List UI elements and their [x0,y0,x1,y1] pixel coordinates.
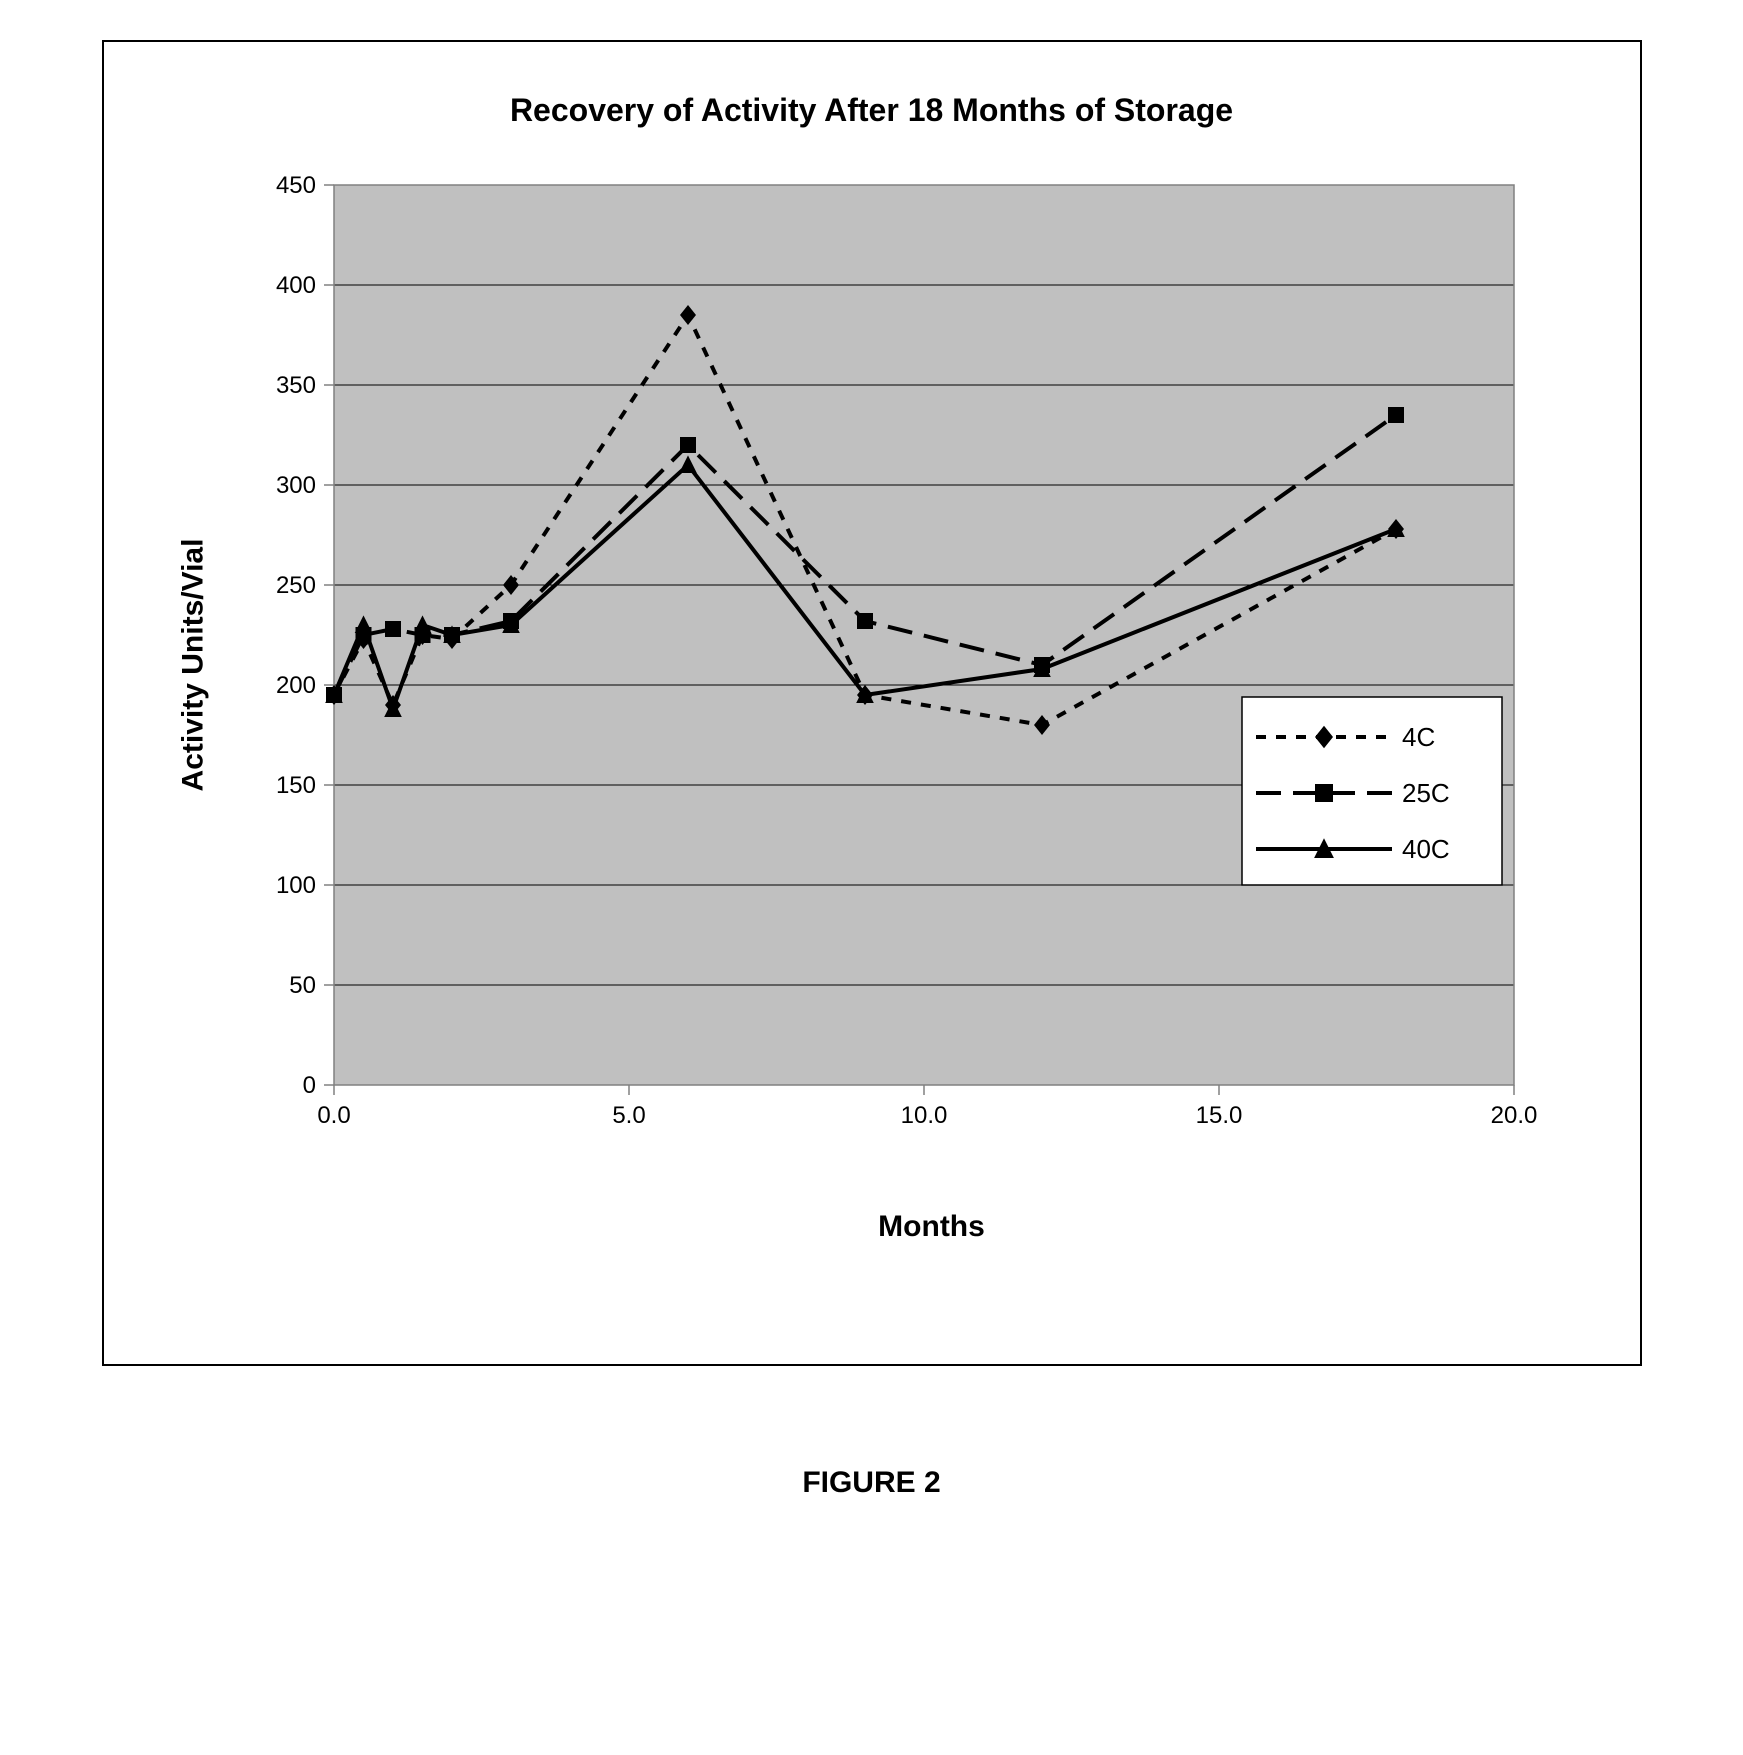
figure-caption: FIGURE 2 [40,1466,1703,1500]
svg-text:20.0: 20.0 [1490,1102,1537,1129]
svg-text:400: 400 [275,272,315,299]
x-axis-label: Months [284,1210,1580,1244]
svg-text:25C: 25C [1402,778,1450,808]
svg-text:0: 0 [302,1072,315,1099]
svg-text:15.0: 15.0 [1195,1102,1242,1129]
svg-text:10.0: 10.0 [900,1102,947,1129]
svg-text:4C: 4C [1402,722,1435,752]
svg-text:150: 150 [275,772,315,799]
chart-title: Recovery of Activity After 18 Months of … [164,92,1580,129]
svg-text:250: 250 [275,572,315,599]
svg-text:5.0: 5.0 [612,1102,645,1129]
svg-text:40C: 40C [1402,834,1450,864]
chart-body: Activity Units/Vial 0 50 100 150 200 250 300 35… [164,165,1580,1165]
svg-text:200: 200 [275,672,315,699]
line-chart-svg: 0 50 100 150 200 250 300 350 400 450 0.0 5.0 10.0 15.… [224,165,1544,1165]
svg-text:450: 450 [275,172,315,199]
svg-text:300: 300 [275,472,315,499]
y-axis-label: Activity Units/Vial [177,539,211,792]
svg-text:0.0: 0.0 [317,1102,350,1129]
svg-text:100: 100 [275,872,315,899]
svg-text:50: 50 [289,972,316,999]
y-axis-label-wrap: Activity Units/Vial [164,165,224,1165]
svg-text:350: 350 [275,372,315,399]
chart-container: Recovery of Activity After 18 Months of … [102,40,1642,1366]
